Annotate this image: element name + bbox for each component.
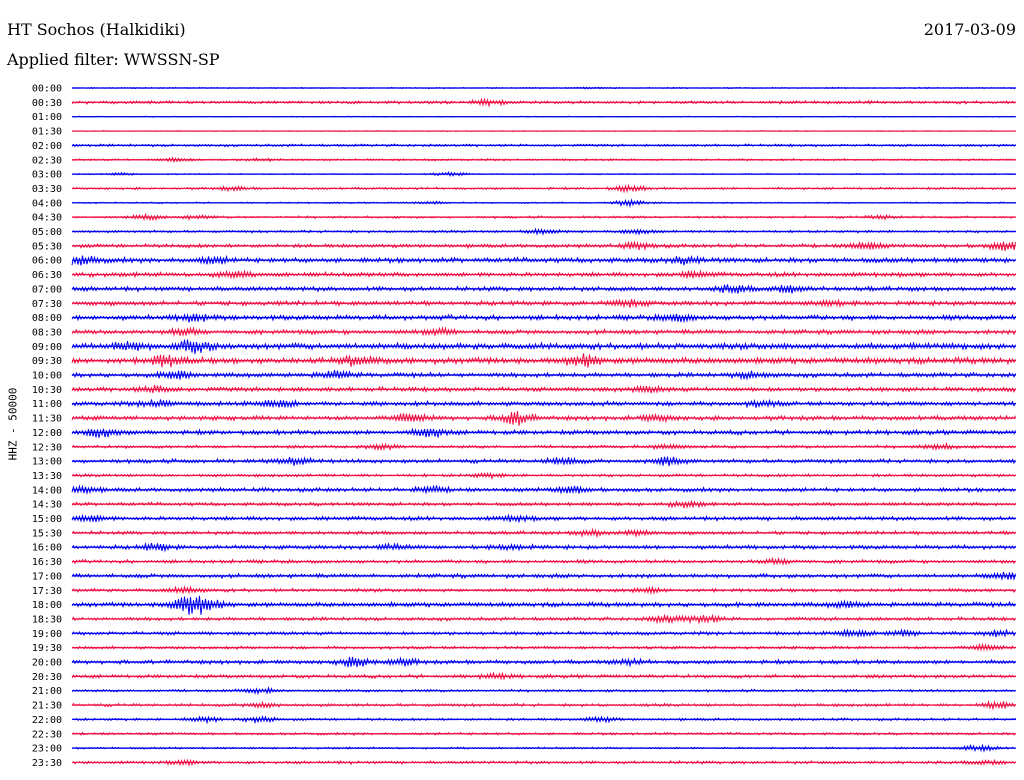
- seismic-trace-row: [71, 595, 1016, 615]
- row-time-label: 03:30: [32, 184, 62, 195]
- row-time-label: 16:00: [32, 543, 62, 554]
- row-time-label: 21:30: [32, 701, 62, 712]
- row-time-label: 09:30: [32, 356, 62, 367]
- row-time-label: 01:00: [32, 112, 62, 123]
- row-time-label: 15:30: [32, 528, 62, 539]
- row-time-label: 02:30: [32, 155, 62, 166]
- row-time-label: 07:00: [32, 284, 62, 295]
- row-time-label: 13:00: [32, 457, 62, 468]
- row-time-label: 09:00: [32, 342, 62, 353]
- row-time-label: 23:30: [32, 758, 62, 769]
- row-time-label: 04:00: [32, 198, 62, 209]
- row-time-label: 17:30: [32, 586, 62, 597]
- row-time-label: 11:30: [32, 414, 62, 425]
- row-time-label: 19:00: [32, 629, 62, 640]
- row-time-label: 12:30: [32, 442, 62, 453]
- row-time-label: 18:00: [32, 600, 62, 611]
- row-time-label: 22:00: [32, 715, 62, 726]
- row-time-label: 14:00: [32, 485, 62, 496]
- row-time-label: 03:00: [32, 170, 62, 181]
- row-time-label: 06:30: [32, 270, 62, 281]
- station-title: HT Sochos (Halkidiki): [7, 20, 186, 39]
- row-time-label: 13:30: [32, 471, 62, 482]
- seismic-trace-row: [71, 427, 1016, 438]
- row-time-label: 12:00: [32, 428, 62, 439]
- row-time-label: 21:00: [32, 686, 62, 697]
- row-time-label: 00:30: [32, 98, 62, 109]
- row-time-label: 20:30: [32, 672, 62, 683]
- row-time-label: 08:30: [32, 327, 62, 338]
- row-time-label: 02:00: [32, 141, 62, 152]
- row-time-label: 15:00: [32, 514, 62, 525]
- row-time-label: 22:30: [32, 729, 62, 740]
- filter-label: Applied filter: WWSSN-SP: [7, 50, 220, 69]
- row-time-label: 18:30: [32, 614, 62, 625]
- record-date: 2017-03-09: [923, 20, 1016, 39]
- row-time-label: 06:00: [32, 256, 62, 267]
- row-time-label: 08:00: [32, 313, 62, 324]
- row-time-label: 07:30: [32, 299, 62, 310]
- row-time-label: 16:30: [32, 557, 62, 568]
- row-time-label: 00:00: [32, 84, 62, 95]
- row-time-label: 19:30: [32, 643, 62, 654]
- row-time-label: 14:30: [32, 500, 62, 511]
- row-time-label: 10:00: [32, 371, 62, 382]
- row-time-label: 05:00: [32, 227, 62, 238]
- row-time-label: 05:30: [32, 241, 62, 252]
- row-time-label: 04:30: [32, 213, 62, 224]
- row-time-label: 11:00: [32, 399, 62, 410]
- row-time-label: 01:30: [32, 127, 62, 138]
- row-time-label: 23:00: [32, 744, 62, 755]
- row-time-label: 20:00: [32, 658, 62, 669]
- row-time-label: 17:00: [32, 571, 62, 582]
- row-time-label: 10:30: [32, 385, 62, 396]
